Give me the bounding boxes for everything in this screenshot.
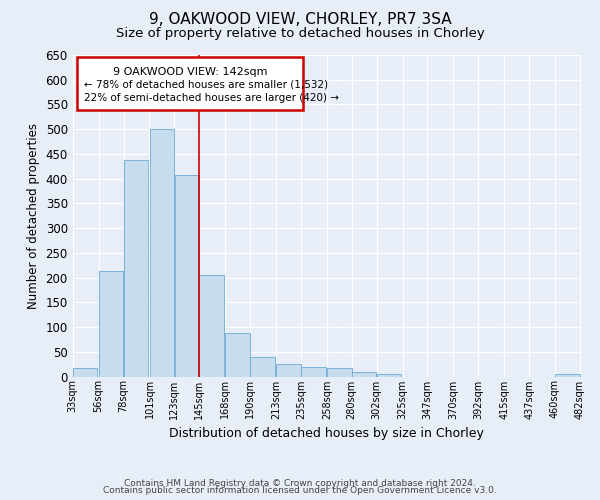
Bar (99, 271, 124, 376)
FancyBboxPatch shape (77, 57, 303, 110)
Bar (73, 368, 97, 376)
Bar (327, 368, 352, 376)
Text: 9, OAKWOOD VIEW, CHORLEY, PR7 3SA: 9, OAKWOOD VIEW, CHORLEY, PR7 3SA (149, 12, 451, 28)
Text: 22% of semi-detached houses are larger (420) →: 22% of semi-detached houses are larger (… (84, 92, 339, 102)
Bar (301, 366, 326, 376)
Text: ← 78% of detached houses are smaller (1,532): ← 78% of detached houses are smaller (1,… (84, 80, 328, 90)
Bar (199, 275, 224, 376)
Bar (555, 374, 580, 376)
Bar (250, 356, 275, 376)
Bar (352, 372, 376, 376)
Y-axis label: Number of detached properties: Number of detached properties (27, 123, 40, 309)
Text: 9 OAKWOOD VIEW: 142sqm: 9 OAKWOOD VIEW: 142sqm (113, 67, 268, 77)
Bar (377, 374, 401, 376)
Bar (276, 364, 301, 376)
Text: Contains public sector information licensed under the Open Government Licence v3: Contains public sector information licen… (103, 486, 497, 495)
Text: Contains HM Land Registry data © Crown copyright and database right 2024.: Contains HM Land Registry data © Crown c… (124, 478, 476, 488)
Bar (226, 334, 250, 376)
Bar (149, 129, 174, 376)
Bar (175, 174, 199, 376)
X-axis label: Distribution of detached houses by size in Chorley: Distribution of detached houses by size … (169, 427, 484, 440)
Text: Size of property relative to detached houses in Chorley: Size of property relative to detached ho… (116, 28, 484, 40)
Bar (124, 160, 148, 376)
